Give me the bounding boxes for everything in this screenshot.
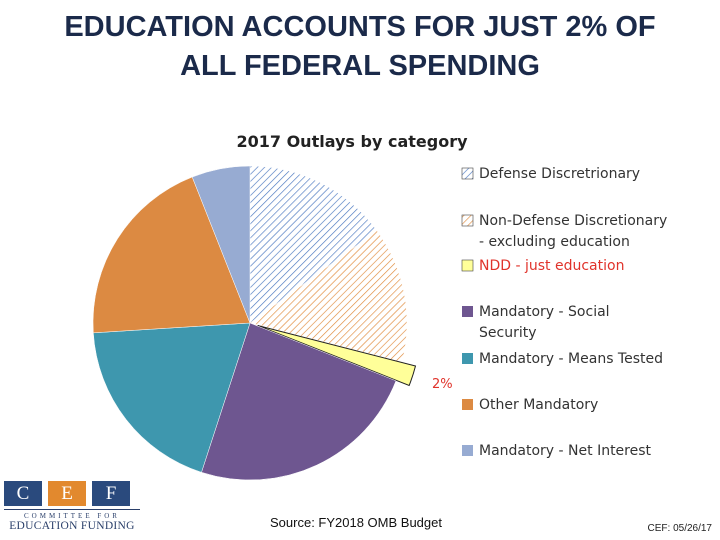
legend-label-3: Security [479,325,537,341]
pie-slice-4 [93,322,251,473]
slide-title-line2: ALL FEDERAL SPENDING [180,50,540,82]
slide-title: EDUCATION ACCOUNTS FOR JUST 2% OF ALL FE… [0,8,720,86]
pie-slice-0 [249,165,378,324]
logo-letter-c: C [4,481,42,506]
logo-letter-e: E [48,481,86,506]
legend-swatch-5 [462,399,473,410]
legend-swatch-0 [461,167,474,180]
pie-slice-6 [191,165,251,324]
legend-swatch-4 [462,353,473,364]
legend-label-0: Defense Discretrionary [479,166,640,182]
legend-label-2: NDD - just education [479,258,624,274]
legend-swatch-1 [461,214,474,227]
legend-swatch-2 [461,259,474,272]
legend-label-4: Mandatory - Means Tested [479,351,663,367]
logo-text-large: EDUCATION FUNDING [9,520,135,532]
legend-label-1: Non-Defense Discretionary [479,213,667,229]
pie-slices: 2% [92,165,453,481]
chart-legend: Defense Discretrionary Non-Defense Discre… [461,166,667,459]
logo-text-small: COMMITTEE FOR [24,512,120,520]
logo-letter-f: F [92,481,130,506]
pie-slice-2 [257,324,417,387]
legend-swatch-3 [462,306,473,317]
legend-label-3: Mandatory - Social [479,304,610,320]
legend-label-1: - excluding education [479,234,630,250]
logo-divider [4,509,140,510]
legend-swatch-6 [462,445,473,456]
legend-label-5: Other Mandatory [479,397,598,413]
source-note: Source: FY2018 OMB Budget [270,515,442,530]
pie-slice-5 [92,176,251,334]
slide-title-line1: EDUCATION ACCOUNTS FOR JUST 2% OF [64,11,656,43]
legend-label-6: Mandatory - Net Interest [479,443,652,459]
date-stamp: CEF: 05/26/17 [647,523,712,534]
chart-title: 2017 Outlays by category [236,132,468,151]
pie-slice-3 [201,322,397,481]
slice-annotation: 2% [432,377,453,392]
pie-slice-1 [249,230,408,363]
